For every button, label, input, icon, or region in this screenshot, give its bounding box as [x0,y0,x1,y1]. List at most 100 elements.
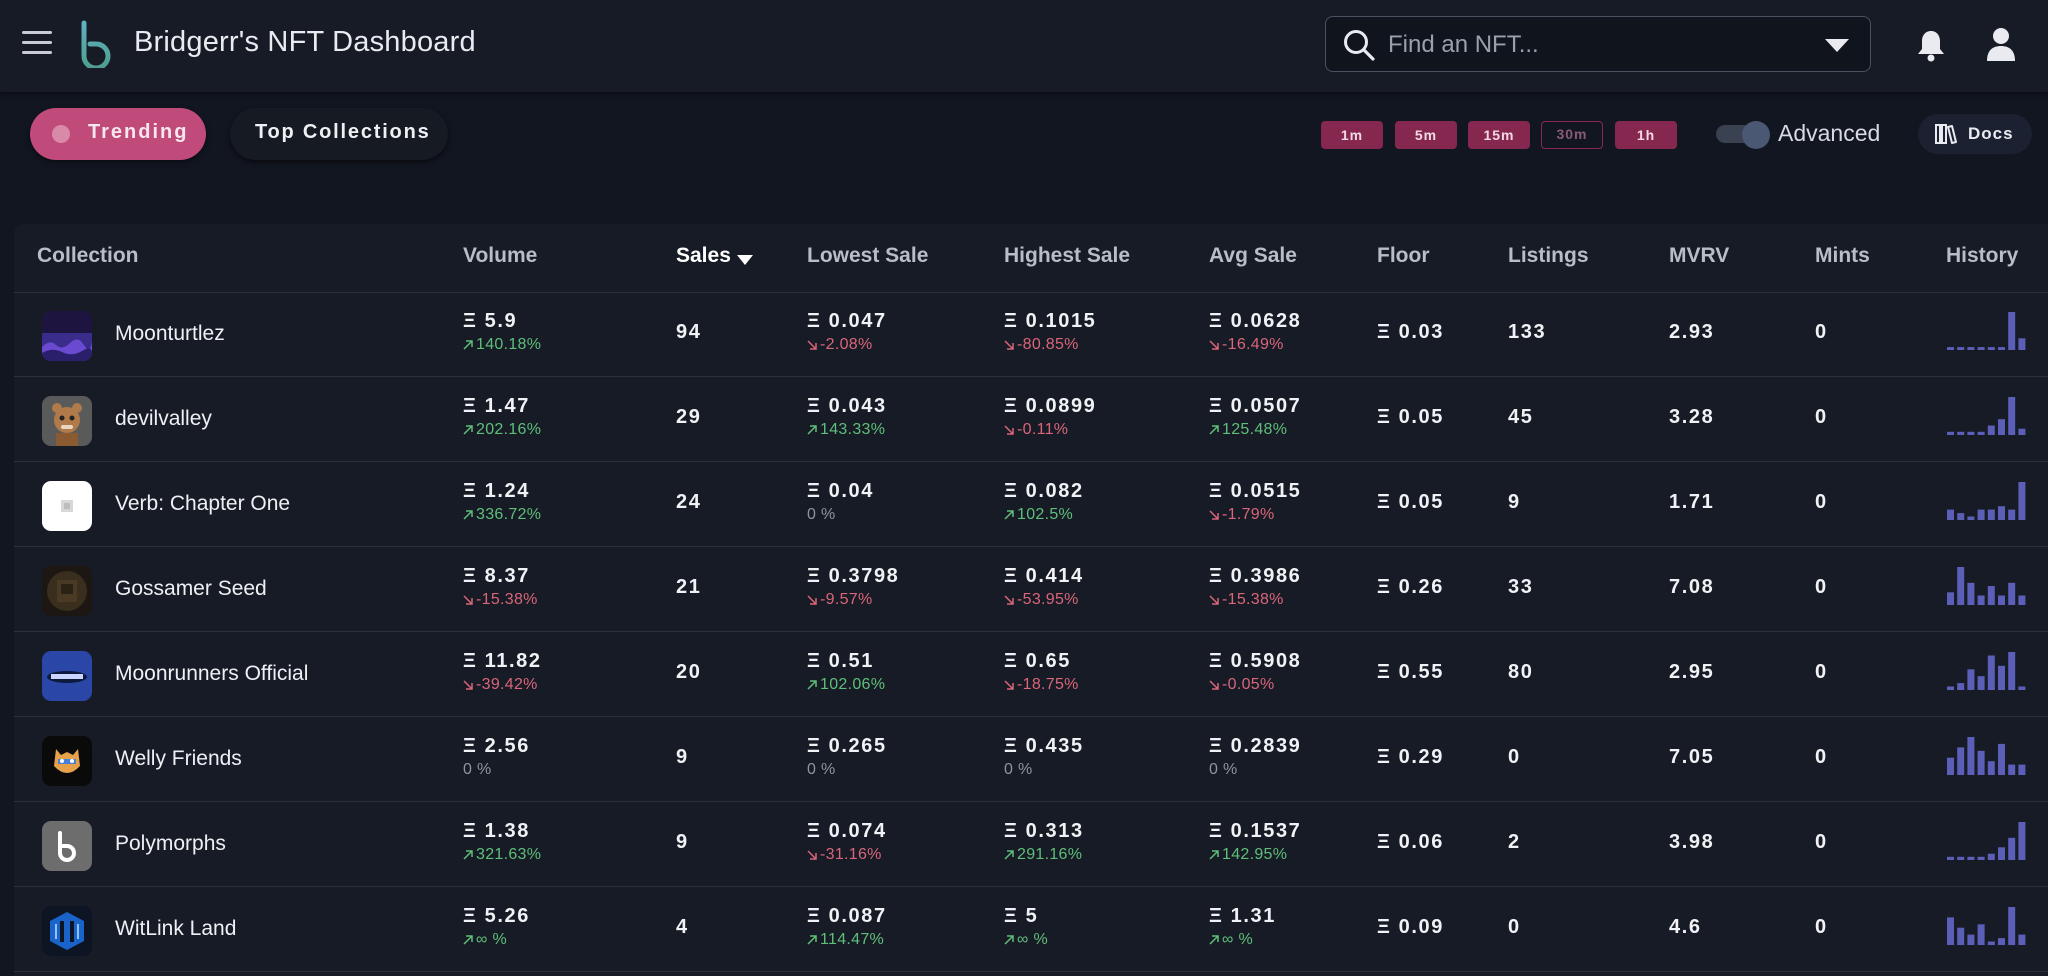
search-box[interactable] [1325,16,1871,72]
collections-table [14,224,2048,976]
table-row[interactable]: WitLink Land Ξ 5.26 ∞ % Ξ 0.087 114.47% Ξ 5 ∞ … [14,887,2048,972]
column-header-lowest-sale[interactable]: Lowest Sale [807,244,929,267]
table-row[interactable]: Gossamer Seed Ξ 8.37 -15.38% Ξ 0.3798 -9.57%… [14,547,2048,632]
docs-button[interactable]: Docs [1918,114,2032,154]
mvrv-value: 3.98 [1669,831,1715,853]
history-bar [1947,757,1954,775]
lowest-change-text: -31.16% [820,846,882,863]
lowest-change: -9.57% [807,591,873,609]
listings-value: 0 [1508,916,1521,938]
bridgerr-logo-icon [81,20,111,68]
avg-change-text: -1.79% [1222,506,1275,523]
avg-value: Ξ 0.1537 [1209,820,1302,842]
column-header-sales[interactable]: Sales [676,244,753,268]
highest-change: 291.16% [1004,846,1082,864]
table-row[interactable]: devilvalley Ξ 1.47 202.16% Ξ 0.043 143.33% Ξ … [14,377,2048,462]
collection-name[interactable]: Gossamer Seed [115,577,267,600]
history-bar [1957,347,1965,350]
highest-value: Ξ 0.313 [1004,820,1084,842]
mvrv-value: 4.6 [1669,916,1702,938]
avg-change-text: 125.48% [1222,421,1288,438]
timeframe-15m-button[interactable]: 15m [1468,121,1530,149]
bell-icon[interactable] [1915,28,1947,62]
collection-name[interactable]: Moonrunners Official [115,662,309,685]
column-header-volume[interactable]: Volume [463,244,538,267]
avg-change-text: 0 % [1209,761,1238,778]
mvrv-value: 7.08 [1669,576,1715,598]
tab-trending[interactable]: Trending [30,108,206,160]
history-bar [1987,509,1995,520]
history-bar [1987,425,1995,435]
history-bar [1977,509,1985,520]
collection-name[interactable]: Verb: Chapter One [115,492,291,515]
user-account-icon[interactable] [1985,26,2017,62]
history-bar [1987,761,1995,775]
column-header-collection[interactable]: Collection [37,244,139,267]
highest-change: 0 % [1004,761,1032,779]
chevron-down-icon[interactable] [1824,37,1850,53]
history-bar [1947,856,1954,860]
volume-value: Ξ 11.82 [463,650,542,672]
table-row[interactable]: Moonrunners Official Ξ 11.82 -39.42% Ξ 0.51… [14,632,2048,717]
advanced-toggle[interactable] [1716,121,1770,149]
timeframe-5m-button[interactable]: 5m [1395,121,1457,149]
history-bar [1947,347,1954,350]
volume-change: -39.42% [463,676,538,694]
sales-value: 29 [676,406,702,428]
highest-value: Ξ 0.414 [1004,565,1084,587]
column-header-avg-sale[interactable]: Avg Sale [1209,244,1297,267]
column-header-history[interactable]: History [1946,244,2019,267]
lowest-change: 102.06% [807,676,885,694]
sales-value: 94 [676,321,702,343]
history-sparkline [1947,737,2026,775]
mints-value: 0 [1815,661,1828,683]
collection-name[interactable]: WitLink Land [115,917,237,940]
timeframe-1h-button[interactable]: 1h [1615,121,1677,149]
lowest-change-text: -2.08% [820,336,873,353]
listings-value: 33 [1508,576,1534,598]
history-bar [1998,938,2005,945]
collection-name[interactable]: Polymorphs [115,832,226,855]
avg-change: ∞ % [1209,931,1253,949]
history-bar [1998,743,2005,775]
column-header-listings[interactable]: Listings [1508,244,1589,267]
history-bar [1998,847,2005,860]
history-bar [1957,683,1965,690]
table-row[interactable]: Welly Friends Ξ 2.56 0 % Ξ 0.265 0 % Ξ 0.435 0… [14,717,2048,802]
lowest-change: -2.08% [807,336,873,354]
mints-value: 0 [1815,576,1828,598]
mvrv-value: 2.95 [1669,661,1715,683]
table-row[interactable]: Moonturtlez Ξ 5.9 140.18% Ξ 0.047 -2.08% Ξ 0.… [14,292,2048,377]
table-row[interactable]: Polymorphs Ξ 1.38 321.63% Ξ 0.074 -31.16% Ξ 0… [14,802,2048,887]
column-header-highest-sale[interactable]: Highest Sale [1004,244,1131,267]
floor-value: Ξ 0.29 [1377,746,1444,768]
volume-change: 0 % [463,761,491,779]
hamburger-menu-icon[interactable] [22,31,52,57]
history-bar [1957,747,1965,775]
search-input[interactable] [1386,25,1790,65]
lowest-change-text: 0 % [807,506,836,523]
collection-name[interactable]: devilvalley [115,407,212,430]
history-sparkline [1947,822,2026,860]
mints-value: 0 [1815,321,1828,343]
mvrv-value: 2.93 [1669,321,1715,343]
history-sparkline [1947,907,2026,945]
tab-top-collections[interactable]: Top Collections [230,108,448,160]
column-header-mvrv[interactable]: MVRV [1669,244,1730,267]
history-bar [1957,567,1965,605]
collection-name[interactable]: Welly Friends [115,747,242,770]
history-bar [1967,669,1975,690]
highest-change-text: -80.85% [1017,336,1079,353]
collection-name[interactable]: Moonturtlez [115,322,225,345]
history-bar [2008,312,2016,350]
sales-value: 9 [676,831,689,853]
avg-value: Ξ 0.0507 [1209,395,1302,417]
lowest-change-text: 143.33% [820,421,886,438]
history-bar [1967,347,1975,350]
avg-change-text: -0.05% [1222,676,1275,693]
column-header-mints[interactable]: Mints [1815,244,1870,267]
timeframe-1m-button[interactable]: 1m [1321,121,1383,149]
column-header-floor[interactable]: Floor [1377,244,1430,267]
timeframe-30m-button[interactable]: 30m [1541,121,1603,149]
table-row[interactable]: Verb: Chapter One Ξ 1.24 336.72% Ξ 0.04 0 % Ξ… [14,462,2048,547]
